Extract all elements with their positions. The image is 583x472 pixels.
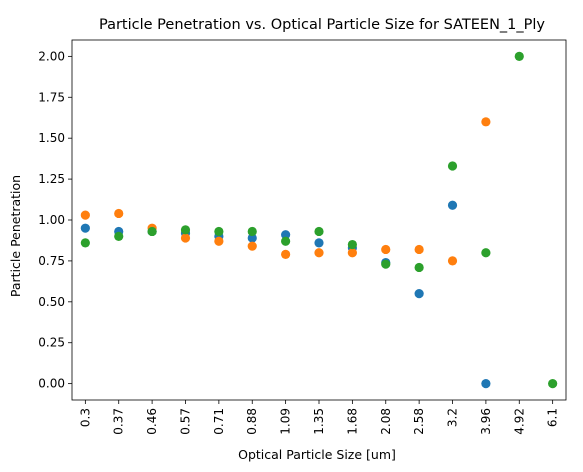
y-tick-label: 0.25	[38, 336, 65, 350]
data-point	[247, 241, 257, 251]
x-tick-label: 0.37	[112, 408, 126, 435]
y-tick-label: 1.50	[38, 131, 65, 145]
x-tick-label: 1.35	[312, 408, 326, 435]
data-point	[214, 226, 224, 237]
data-point	[114, 231, 124, 241]
y-tick-label: 0.50	[38, 295, 65, 309]
x-tick-label: 3.2	[446, 408, 460, 427]
data-point	[247, 233, 257, 243]
y-tick-label: 1.75	[38, 90, 65, 104]
data-point	[180, 233, 191, 243]
data-point	[514, 51, 524, 61]
data-point	[481, 379, 491, 389]
data-point	[314, 226, 324, 237]
plot-frame	[71, 39, 567, 401]
data-point	[347, 239, 357, 250]
series-1	[80, 200, 491, 389]
x-tick-label: 4.92	[512, 408, 526, 435]
data-point	[147, 226, 157, 237]
data-point	[281, 249, 291, 259]
x-tick-label: 0.88	[245, 408, 259, 435]
data-point	[247, 226, 257, 237]
data-point	[80, 238, 90, 248]
x-axis-label: Optical Particle Size [um]	[238, 447, 396, 462]
data-point	[114, 208, 124, 219]
x-tick-label: 1.09	[279, 408, 293, 435]
y-tick-label: 0.00	[38, 377, 65, 391]
series-3	[80, 51, 558, 389]
chart-title: Particle Penetration vs. Optical Particl…	[99, 17, 545, 33]
y-tick-label: 2.00	[38, 49, 65, 63]
data-point	[447, 161, 458, 171]
data-point	[180, 225, 191, 235]
x-tick-label: 0.71	[212, 408, 226, 435]
data-point	[481, 117, 491, 127]
x-tick-label: 1.68	[345, 408, 359, 435]
y-axis-label: Particle Penetration	[8, 175, 23, 297]
data-point	[347, 248, 357, 258]
data-point	[481, 248, 491, 258]
y-tick-label: 0.75	[38, 254, 65, 268]
data-point	[548, 379, 558, 389]
data-point	[281, 236, 291, 246]
data-point	[414, 289, 424, 299]
y-tick-label: 1.25	[38, 172, 65, 186]
x-tick-label: 2.58	[412, 408, 426, 435]
data-point	[281, 230, 291, 240]
data-point	[80, 210, 90, 220]
data-point	[214, 236, 224, 246]
x-tick-label: 6.1	[546, 408, 560, 427]
x-tick-label: 2.08	[379, 408, 393, 435]
data-point	[414, 244, 424, 255]
data-point	[314, 238, 324, 248]
data-point	[381, 259, 391, 269]
x-tick-label: 0.57	[178, 408, 192, 435]
data-point	[414, 262, 424, 273]
plot-area: 0.00 0.25 0.50 0.75 1.00 1.25 1.50 1.75 2.00 0.3 0…	[38, 39, 567, 435]
x-tick-label: 0.3	[78, 408, 92, 427]
data-point	[80, 223, 90, 233]
data-point	[447, 256, 458, 266]
data-point	[447, 200, 458, 210]
data-point	[381, 244, 391, 255]
x-tick-label: 3.96	[479, 408, 493, 435]
data-point	[314, 248, 324, 258]
y-tick-label: 1.00	[38, 213, 65, 227]
x-tick-label: 0.46	[145, 408, 159, 435]
